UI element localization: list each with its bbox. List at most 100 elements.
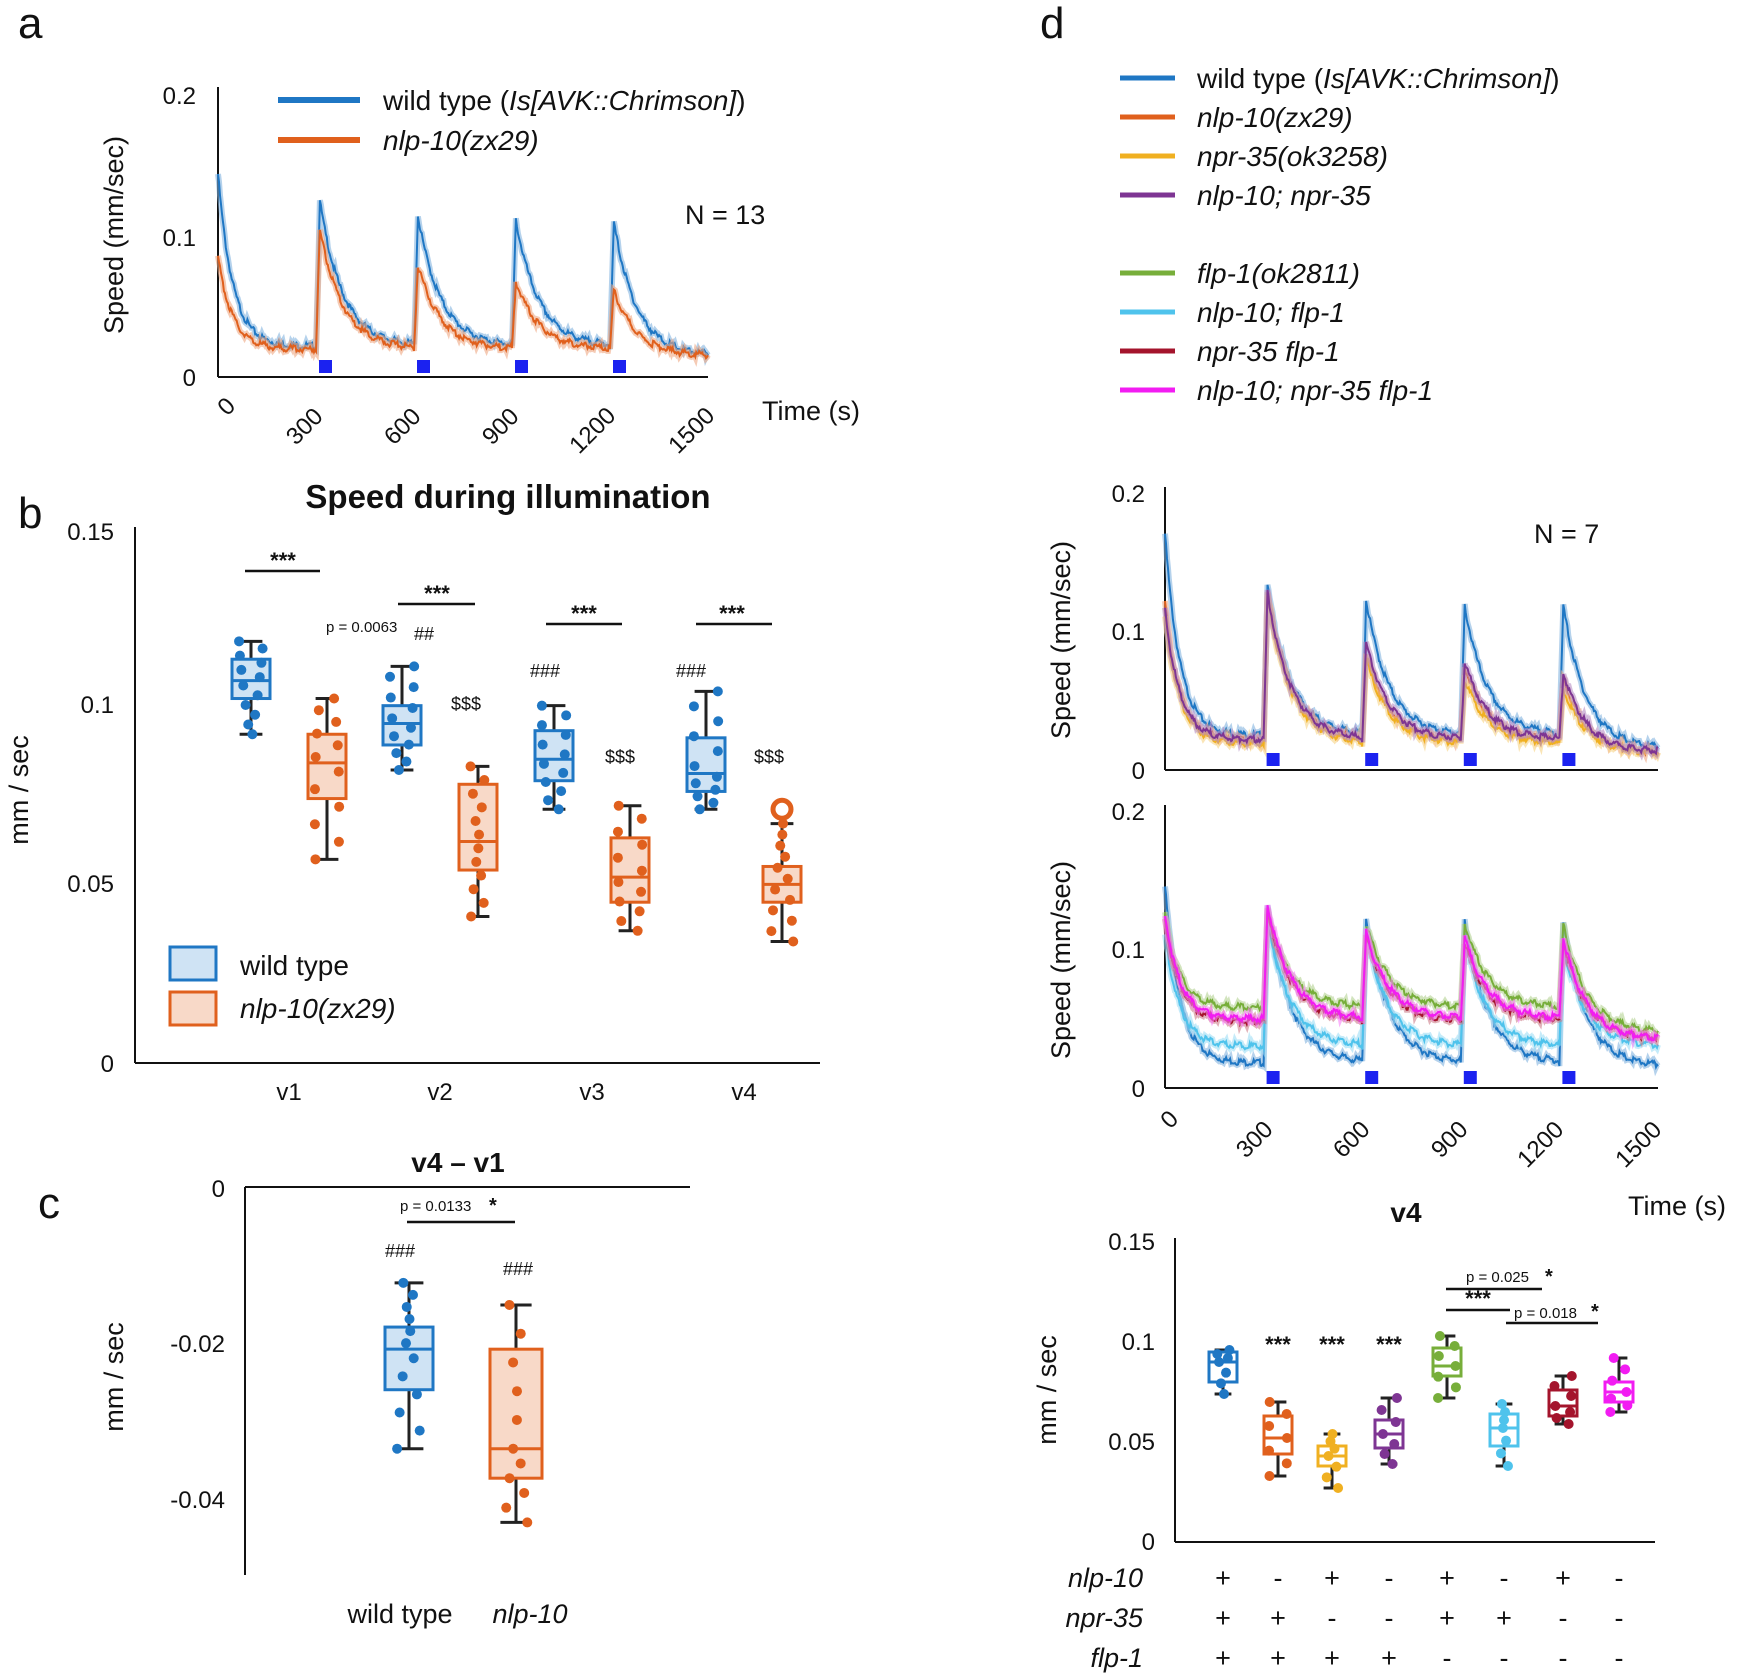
b-v2-mut-point-12 — [465, 761, 476, 772]
c-nlp10-point-2 — [501, 1502, 512, 1513]
d-geno-1-6: - — [1500, 1563, 1509, 1593]
a-xtick-300: 300 — [281, 403, 328, 450]
b-v1-mut-point-7 — [310, 751, 321, 762]
c-wt-point-1 — [392, 1443, 403, 1454]
b-v3-wt-point-3 — [556, 786, 567, 797]
d-box-cmp-p1-star: * — [1545, 1266, 1553, 1288]
a-xtick-0: 0 — [212, 392, 241, 421]
a-legend-wt-genotype: Is[AVK::Chrimson] — [509, 85, 737, 116]
b-xtick-v3: v3 — [579, 1079, 604, 1106]
d-box-8-point-2 — [1622, 1400, 1633, 1411]
b-v3-mut-point-5 — [636, 886, 647, 897]
d-box-7-point-3 — [1565, 1407, 1576, 1417]
b-v2-mut-point-11 — [479, 775, 490, 786]
c-wt-point-3 — [394, 1407, 405, 1418]
d-top-stimulus-markers — [1266, 753, 1576, 766]
d-box-2-point-1 — [1264, 1471, 1275, 1481]
b-v2-wt-point-1 — [393, 764, 404, 775]
a-stim-3 — [515, 360, 528, 373]
d-geno-1-1: + — [1215, 1563, 1231, 1593]
b-sig-v1: *** — [270, 548, 296, 573]
d-legend-5: flp-1(ok2811) — [1197, 258, 1360, 289]
b-v4-mut-point-4 — [768, 905, 779, 916]
c-hash-nlp10: ### — [503, 1259, 533, 1279]
a-xtick-900: 900 — [477, 403, 524, 450]
b-v2-mut-point-2 — [478, 897, 489, 908]
b-v4-wt-point-6 — [711, 771, 722, 782]
d-geno-2-3: - — [1328, 1603, 1337, 1633]
b-v3-mut-point-10 — [612, 826, 623, 837]
d-box-4-point-5 — [1390, 1417, 1401, 1427]
c-wt-point-6 — [408, 1353, 419, 1364]
d-bot-series-group — [1162, 886, 1661, 1077]
d-geno-3-4: + — [1381, 1643, 1397, 1673]
b-v1-mut-point-8 — [332, 740, 343, 751]
d-top-y-label: Speed (mm/sec) — [1046, 541, 1076, 739]
a-y-label: Speed (mm/sec) — [99, 136, 129, 334]
d-box-7-point-7 — [1566, 1371, 1577, 1381]
b-v1-wt-point-11 — [257, 643, 268, 654]
d-legend-1-genotype: Is[AVK::Chrimson] — [1323, 63, 1551, 94]
a-legend-wt-name: wild type — [382, 85, 492, 116]
d-xtick-900: 900 — [1426, 1116, 1473, 1163]
d-xtick-300: 300 — [1231, 1116, 1278, 1163]
d-box-8-point-3 — [1606, 1393, 1617, 1404]
a-stim-2 — [417, 360, 430, 373]
b-v2-wt-point-5 — [389, 731, 400, 742]
d-box-6-point-7 — [1496, 1399, 1507, 1409]
d-bot-ytick-0.2: 0.2 — [1112, 799, 1145, 826]
d-box-6-point-5 — [1499, 1415, 1510, 1425]
b-v4-mut-point-5 — [785, 894, 796, 905]
b-v3-wt-point-10 — [536, 720, 547, 731]
d-xtick-0: 0 — [1155, 1105, 1184, 1134]
c-ytick-neg0.02: -0.02 — [170, 1331, 225, 1358]
b-v4-wt-point-5 — [690, 778, 701, 789]
d-box-title: v4 — [1390, 1197, 1422, 1228]
b-v1-mut-point-4 — [334, 801, 345, 812]
b-v4-mut-point-9 — [780, 851, 791, 862]
b-dollar-v2: $$$ — [451, 694, 481, 714]
b-v1-wt-point-2 — [243, 719, 254, 730]
d-box-1-point-6 — [1212, 1349, 1223, 1359]
panel-d: d wild type (Is[AVK::Chrimson]) nlp-10(z… — [1032, 0, 1726, 1673]
b-v4-mut-outlier — [770, 797, 794, 821]
d-box-7-point-6 — [1549, 1381, 1560, 1391]
b-v3-mut-point-1 — [632, 925, 643, 936]
b-v2-wt-point-12 — [409, 661, 420, 672]
b-xtick-v4: v4 — [731, 1079, 756, 1106]
a-ytick-0.2: 0.2 — [163, 83, 196, 110]
d-xtick-600: 600 — [1328, 1116, 1375, 1163]
d-legend-6: nlp-10; flp-1 — [1197, 297, 1345, 328]
c-nlp10-point-5 — [515, 1458, 526, 1469]
b-v1-wt-point-3 — [250, 709, 261, 720]
b-ytick-0.05: 0.05 — [67, 871, 114, 898]
b-v1-mut-point-1 — [310, 854, 321, 865]
b-legend-mut-swatch — [168, 990, 218, 1027]
b-v1-wt-point-10 — [234, 650, 245, 661]
d-legend-8: nlp-10; npr-35 flp-1 — [1197, 375, 1433, 406]
b-v4-mut-point-12 — [778, 818, 789, 829]
d-box-5-point-2 — [1450, 1382, 1461, 1393]
d-bot-ytick-0: 0 — [1132, 1076, 1145, 1103]
b-v2-wt-point-8 — [407, 702, 418, 713]
b-v4-wt-point-11 — [688, 701, 699, 712]
b-v3-wt-point-6 — [538, 758, 549, 769]
b-v4-wt-point-2 — [708, 797, 719, 808]
b-v4-wt-point-12 — [712, 686, 723, 697]
d-top-ytick-0.1: 0.1 — [1112, 619, 1145, 646]
b-boxes-group — [230, 636, 803, 947]
d-geno-2-1: + — [1215, 1603, 1231, 1633]
c-hash-wt: ### — [385, 1241, 415, 1261]
d-box-6-point-3 — [1501, 1435, 1512, 1446]
b-legend-wt: wild type — [239, 950, 349, 981]
b-v4-mut-point-3 — [786, 915, 797, 926]
d-box-cmp-p3: p = 0.018 — [1514, 1305, 1577, 1322]
c-nlp10-point-10 — [515, 1328, 526, 1339]
d-top-line-4 — [1164, 589, 1659, 756]
b-v1-wt-point-12 — [234, 636, 245, 647]
c-nlp10-point-6 — [508, 1443, 519, 1454]
d-bot-y-label: Speed (mm/sec) — [1046, 861, 1076, 1059]
d-geno-1-4: - — [1385, 1563, 1394, 1593]
d-box-1-point-4 — [1214, 1357, 1225, 1367]
b-v1-mut-point-9 — [311, 728, 322, 739]
